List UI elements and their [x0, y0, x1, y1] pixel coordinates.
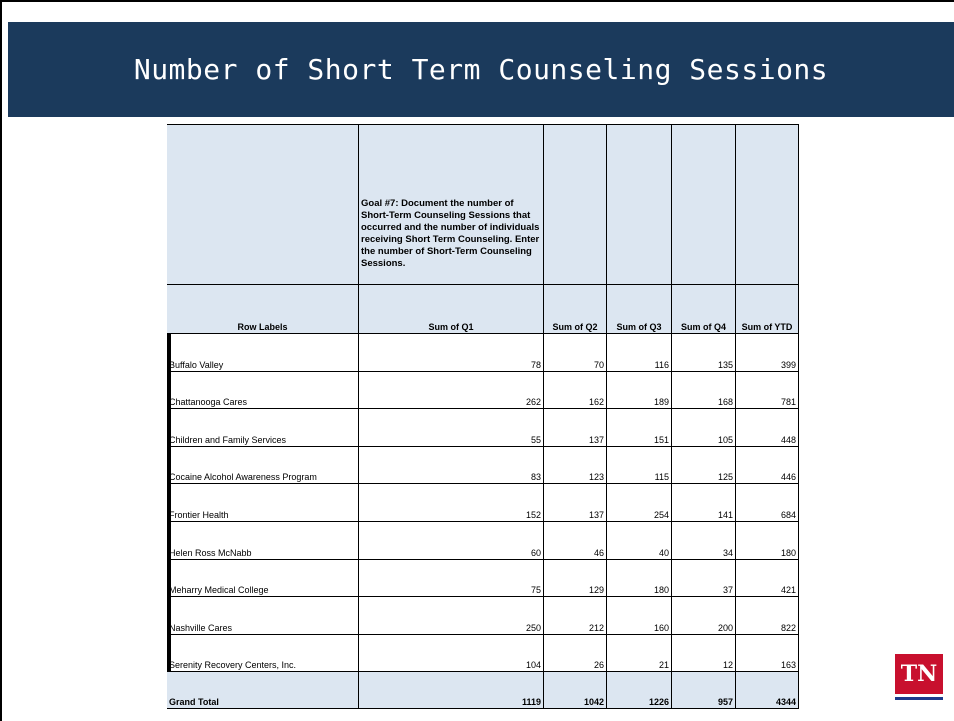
row-label: Helen Ross McNabb [167, 522, 359, 560]
number-cell: 163 [736, 634, 799, 673]
row-label: Children and Family Services [167, 409, 359, 447]
number-cell: 40 [607, 522, 672, 560]
number-cell: 684 [736, 484, 799, 522]
number-cell: 448 [736, 409, 799, 447]
total-label: Grand Total [167, 672, 359, 709]
number-cell: 200 [672, 597, 736, 635]
number-cell: 125 [672, 446, 736, 485]
header-cell [736, 125, 799, 285]
header-cell [359, 125, 544, 285]
number-cell: 189 [607, 371, 672, 410]
header-cell [672, 125, 736, 285]
number-cell: 168 [672, 371, 736, 410]
row-label: Cocaine Alcohol Awareness Program [167, 446, 359, 485]
row-label: Nashville Cares [167, 597, 359, 635]
number-cell: 129 [544, 559, 607, 598]
frame [0, 0, 2, 721]
goal-text: Goal #7: Document the number of Short-Te… [361, 198, 540, 269]
number-cell: 70 [544, 334, 607, 372]
column-header: Sum of Q4 [672, 285, 736, 334]
number-cell: 212 [544, 597, 607, 635]
column-header: Sum of YTD [736, 285, 799, 334]
number-cell: 60 [359, 522, 544, 560]
table-border [167, 124, 799, 125]
number-cell: 37 [672, 559, 736, 598]
number-cell: 105 [672, 409, 736, 447]
total-cell: 1042 [544, 672, 607, 709]
number-cell: 141 [672, 484, 736, 522]
number-cell: 137 [544, 409, 607, 447]
logo: TN [895, 654, 943, 694]
number-cell: 135 [672, 334, 736, 372]
number-cell: 21 [607, 634, 672, 673]
number-cell: 115 [607, 446, 672, 485]
column-header: Row Labels [167, 285, 359, 334]
number-cell: 123 [544, 446, 607, 485]
number-cell: 781 [736, 371, 799, 410]
number-cell: 12 [672, 634, 736, 673]
total-cell: 957 [672, 672, 736, 709]
number-cell: 180 [607, 559, 672, 598]
row-label: Meharry Medical College [167, 559, 359, 598]
number-cell: 137 [544, 484, 607, 522]
frame [0, 0, 954, 2]
column-header: Sum of Q1 [359, 285, 544, 334]
logo-bar [895, 697, 943, 700]
number-cell: 83 [359, 446, 544, 485]
total-cell: 1226 [607, 672, 672, 709]
number-cell: 162 [544, 371, 607, 410]
header-cell [167, 125, 359, 285]
slide-title: Number of Short Term Counseling Sessions [133, 53, 829, 86]
row-label: Serenity Recovery Centers, Inc. [167, 634, 359, 673]
column-header: Sum of Q2 [544, 285, 607, 334]
header-cell [544, 125, 607, 285]
number-cell: 34 [672, 522, 736, 560]
number-cell: 46 [544, 522, 607, 560]
total-cell: 4344 [736, 672, 799, 709]
number-cell: 152 [359, 484, 544, 522]
row-label: Chattanooga Cares [167, 371, 359, 410]
column-header: Sum of Q3 [607, 285, 672, 334]
header-cell [607, 125, 672, 285]
number-cell: 421 [736, 559, 799, 598]
number-cell: 446 [736, 446, 799, 485]
number-cell: 151 [607, 409, 672, 447]
number-cell: 160 [607, 597, 672, 635]
number-cell: 822 [736, 597, 799, 635]
number-cell: 262 [359, 371, 544, 410]
number-cell: 399 [736, 334, 799, 372]
number-cell: 26 [544, 634, 607, 673]
number-cell: 116 [607, 334, 672, 372]
number-cell: 78 [359, 334, 544, 372]
table-border [167, 124, 171, 709]
number-cell: 254 [607, 484, 672, 522]
title-band [8, 22, 954, 117]
number-cell: 104 [359, 634, 544, 673]
number-cell: 75 [359, 559, 544, 598]
number-cell: 180 [736, 522, 799, 560]
number-cell: 250 [359, 597, 544, 635]
number-cell: 55 [359, 409, 544, 447]
row-label: Frontier Health [167, 484, 359, 522]
row-label: Buffalo Valley [167, 334, 359, 372]
total-cell: 1119 [359, 672, 544, 709]
